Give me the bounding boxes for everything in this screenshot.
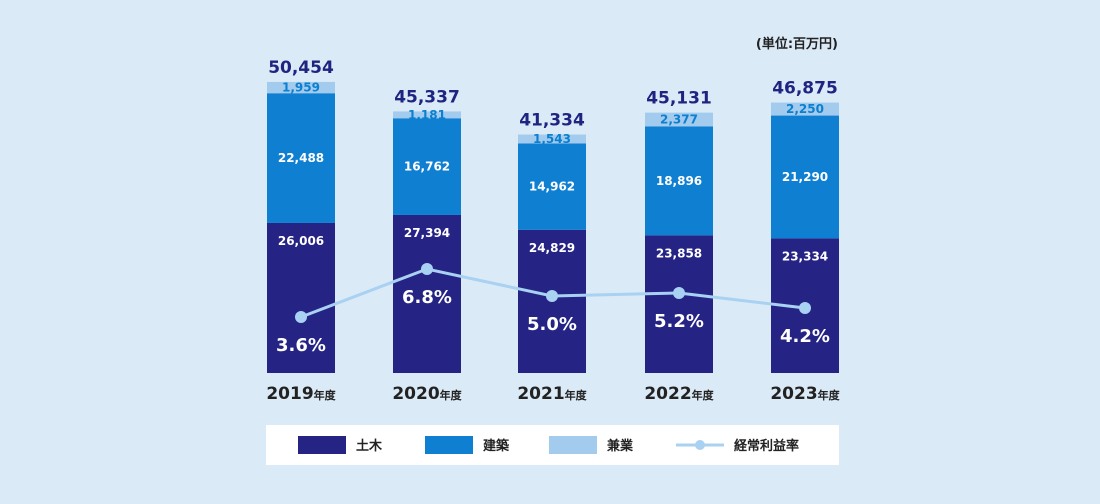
profit-margin-point (546, 290, 558, 302)
segment-value-label: 2,377 (660, 112, 698, 126)
segment-value-label: 1,543 (533, 132, 571, 146)
bar-segment-building-2022 (645, 126, 713, 236)
labels-layer: 26,006 22,488 1,959 50,454 2019年度 27,394 16,76… (266, 58, 840, 404)
bar-segment-building-2020 (393, 118, 461, 215)
bar-segment-side-2020 (393, 111, 461, 119)
profit-margin-label: 5.2% (654, 311, 704, 332)
x-tick-label: 2022年度 (644, 384, 714, 404)
profit-margin-point (673, 287, 685, 299)
unit-label: (単位:百万円) (756, 36, 838, 52)
bar-segment-building-2019 (267, 93, 335, 223)
total-value-label: 45,337 (394, 87, 460, 107)
profit-margin-point (295, 311, 307, 323)
segment-value-label: 1,959 (282, 81, 320, 95)
legend-label: 土木 (356, 438, 383, 454)
total-value-label: 41,334 (519, 111, 585, 131)
profit-margin-point (421, 263, 433, 275)
total-value-label: 45,131 (646, 89, 712, 109)
segment-value-label: 14,962 (529, 180, 575, 194)
bar-segment-civil-2022 (645, 235, 713, 373)
legend-swatch (549, 436, 597, 454)
bar-segment-building-2021 (518, 143, 586, 230)
bar-segment-civil-2019 (267, 222, 335, 373)
x-tick-label: 2023年度 (770, 384, 840, 404)
x-tick-label: 2020年度 (392, 384, 462, 404)
legend-swatch (298, 436, 346, 454)
legend-label: 建築 (483, 438, 510, 454)
segment-value-label: 22,488 (278, 151, 324, 165)
bar-segment-side-2022 (645, 112, 713, 127)
x-tick-label: 2021年度 (517, 384, 587, 404)
legend-label: 経常利益率 (734, 438, 799, 454)
legend-swatch (425, 436, 473, 454)
bars-layer (267, 81, 839, 373)
profit-margin-label: 3.6% (276, 335, 326, 356)
bar-segment-civil-2020 (393, 214, 461, 373)
segment-value-label: 2,250 (786, 102, 824, 116)
total-value-label: 50,454 (268, 58, 334, 78)
profit-margin-label: 4.2% (780, 326, 830, 347)
segment-value-label: 24,829 (529, 241, 575, 255)
profit-margin-label: 5.0% (527, 314, 577, 335)
bar-segment-side-2021 (518, 134, 586, 144)
segment-value-label: 23,858 (656, 246, 702, 260)
x-tick-label: 2019年度 (266, 384, 336, 404)
segment-value-label: 21,290 (782, 170, 828, 184)
segment-value-label: 23,334 (782, 249, 828, 263)
legend-label: 兼業 (607, 438, 634, 454)
segment-value-label: 27,394 (404, 226, 450, 240)
segment-value-label: 18,896 (656, 174, 702, 188)
bar-segment-side-2023 (771, 102, 839, 116)
bar-segment-side-2019 (267, 81, 335, 94)
segment-value-label: 1,181 (408, 108, 446, 122)
segment-value-label: 26,006 (278, 234, 324, 248)
legend: 土木 建築 兼業 経常利益率 (266, 425, 839, 465)
profit-margin-line-layer (295, 263, 811, 323)
total-value-label: 46,875 (772, 79, 838, 99)
bar-segment-building-2023 (771, 115, 839, 239)
profit-margin-point (799, 302, 811, 314)
profit-margin-label: 6.8% (402, 287, 452, 308)
segment-value-label: 16,762 (404, 160, 450, 174)
legend-line-marker (695, 440, 705, 450)
